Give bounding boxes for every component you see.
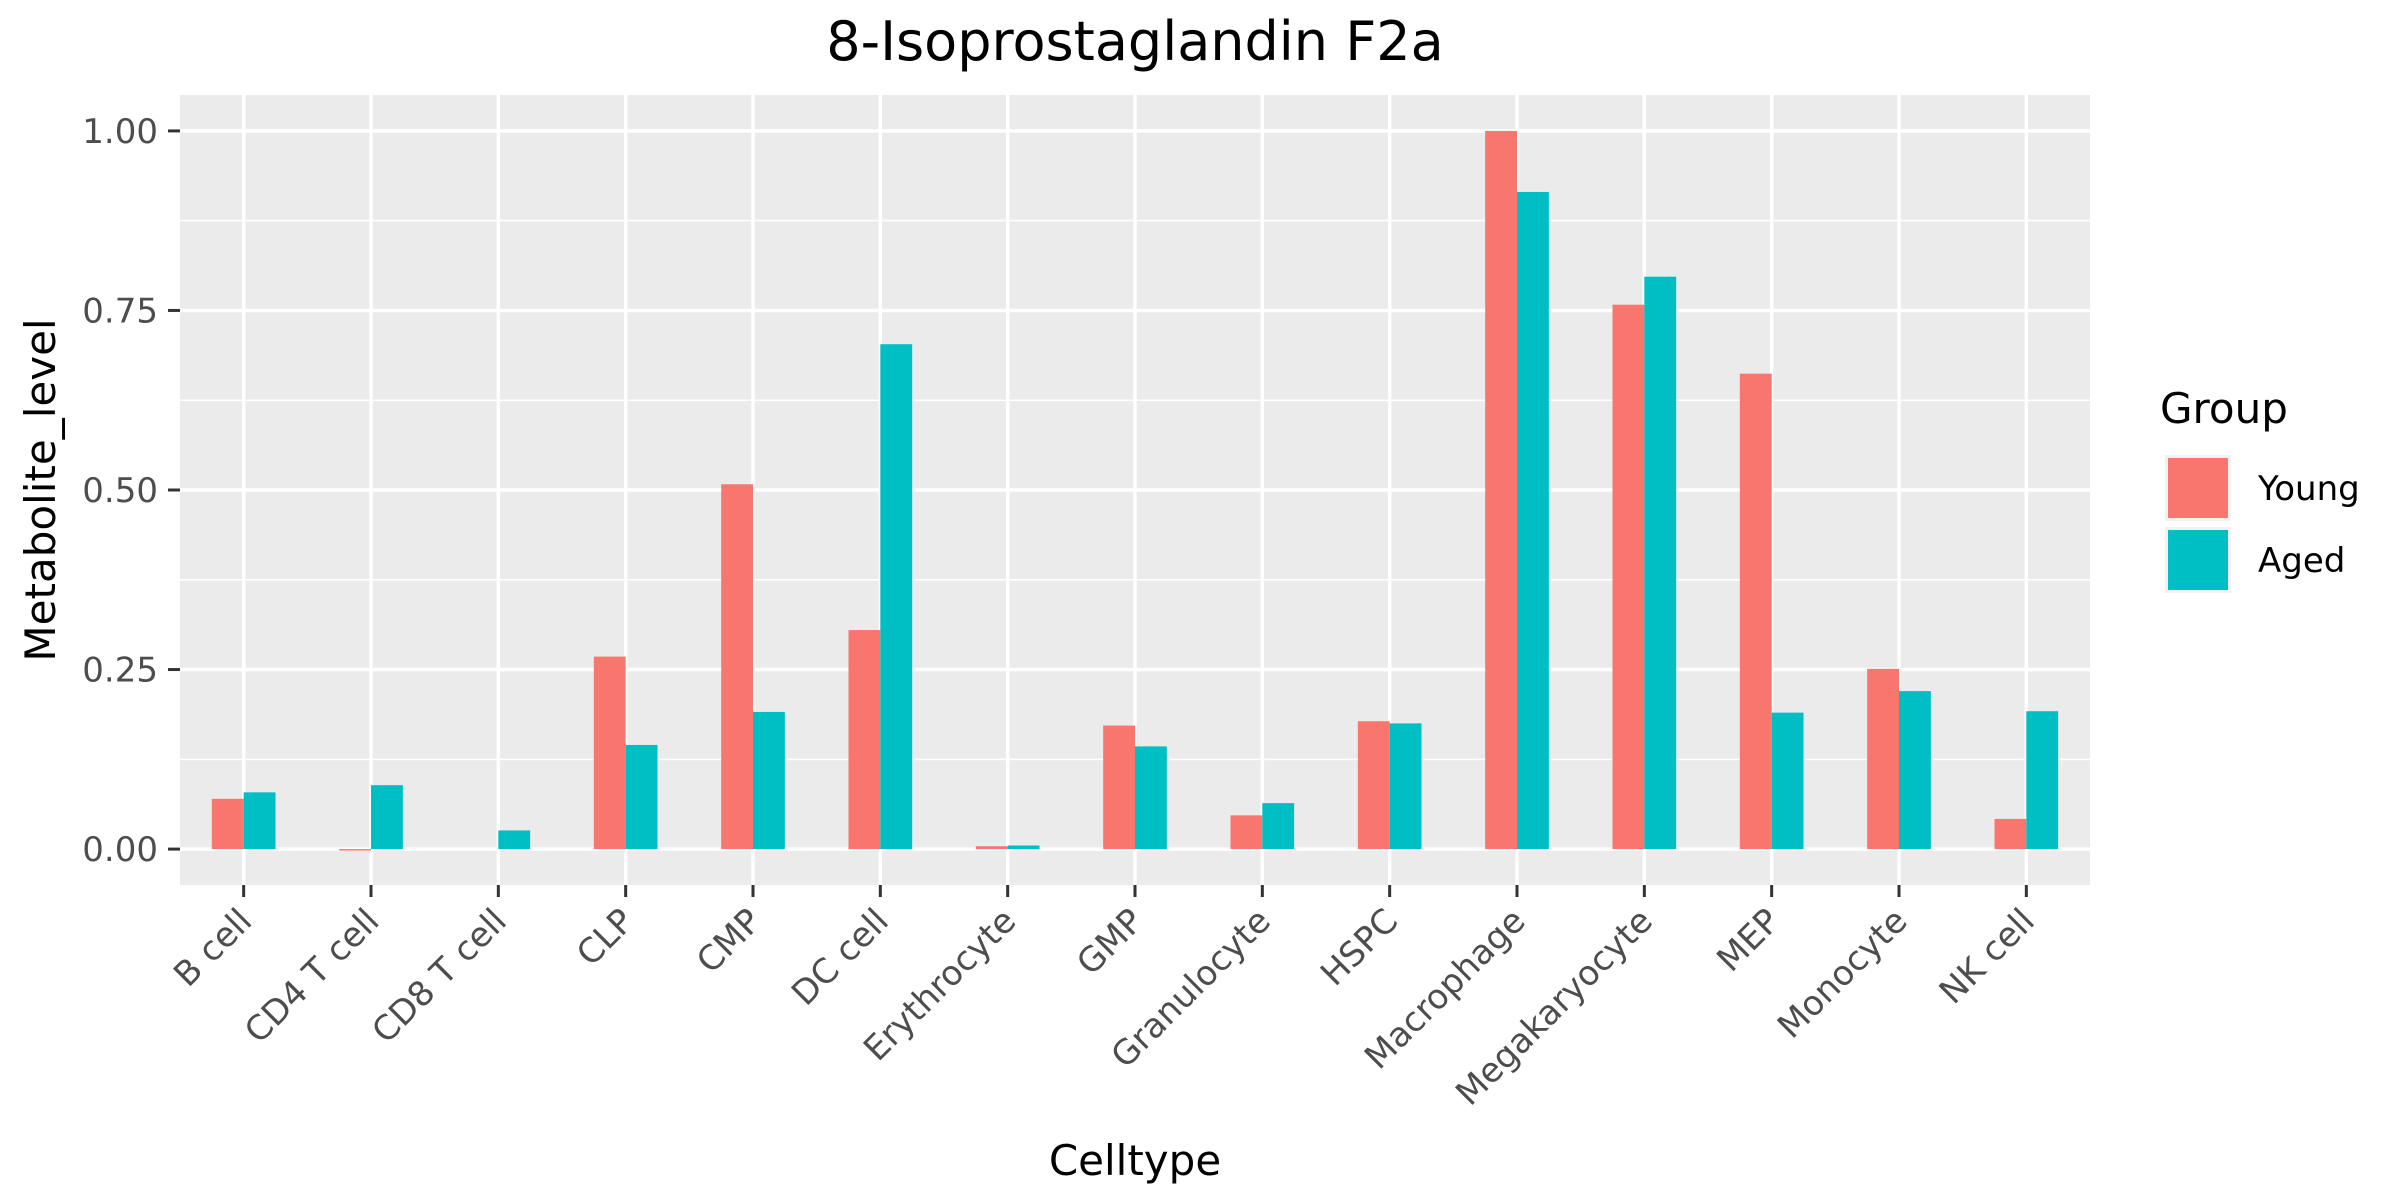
bar-young xyxy=(1357,721,1390,850)
bar-aged xyxy=(2026,711,2059,850)
bar-aged xyxy=(498,830,531,850)
bar-young xyxy=(593,656,626,850)
y-axis-title: Metabolite_level xyxy=(16,318,65,661)
bar-aged xyxy=(753,711,785,850)
bar-young xyxy=(1867,668,1899,850)
bar-young xyxy=(1103,725,1135,850)
chart-title: 8-Isoprostaglandin F2a xyxy=(826,10,1443,73)
bar-aged xyxy=(1644,276,1677,850)
bar-young xyxy=(721,484,753,850)
bar-young xyxy=(975,846,1008,850)
bar-aged xyxy=(1771,712,1804,850)
x-tick-label: GMP xyxy=(1069,901,1151,983)
bar-young xyxy=(1230,815,1263,850)
bars xyxy=(211,130,2059,851)
bar-young xyxy=(848,630,881,850)
bar-young xyxy=(1739,373,1772,850)
bar-aged xyxy=(880,344,913,850)
bar-aged xyxy=(625,744,658,850)
x-axis-title: Celltype xyxy=(1049,1136,1221,1185)
bar-aged xyxy=(243,792,276,850)
bar-aged xyxy=(1007,845,1040,850)
x-tick-label: MEP xyxy=(1709,901,1788,980)
x-tick-label: CD4 T cell xyxy=(237,901,387,1051)
x-tick-label: HSPC xyxy=(1313,901,1406,994)
legend-swatch-aged xyxy=(2168,530,2228,590)
x-tick-label: DC cell xyxy=(784,901,897,1014)
bar-aged xyxy=(1389,723,1422,850)
bar-aged xyxy=(1135,746,1167,850)
x-tick-label: CLP xyxy=(569,901,642,974)
x-tick-label: CMP xyxy=(689,901,769,981)
y-tick-label: 0.25 xyxy=(82,651,158,691)
bar-young xyxy=(1485,130,1517,850)
y-tick-label: 1.00 xyxy=(82,112,158,152)
x-tick-label: NK cell xyxy=(1932,901,2043,1012)
legend-swatch-young xyxy=(2168,458,2228,518)
legend-label-aged: Aged xyxy=(2258,541,2345,581)
bar-young xyxy=(1612,304,1645,850)
x-tick-label: B cell xyxy=(166,901,260,995)
y-tick-label: 0.00 xyxy=(82,830,158,870)
legend-label-young: Young xyxy=(2257,469,2360,509)
y-tick-label: 0.75 xyxy=(82,291,158,331)
legend-title: Group xyxy=(2160,384,2288,433)
bar-young xyxy=(1994,818,2027,850)
x-tick-label: CD8 T cell xyxy=(364,901,514,1051)
bar-young xyxy=(339,849,371,851)
bar-aged xyxy=(1262,803,1295,850)
bar-young xyxy=(211,798,244,850)
bar-aged xyxy=(1517,191,1549,850)
legend: Group Young Aged xyxy=(2160,384,2360,593)
bar-aged xyxy=(1899,691,1931,850)
y-tick-label: 0.50 xyxy=(82,471,158,511)
x-tick-label: Monocyte xyxy=(1770,901,1915,1046)
bar-aged xyxy=(371,785,403,850)
